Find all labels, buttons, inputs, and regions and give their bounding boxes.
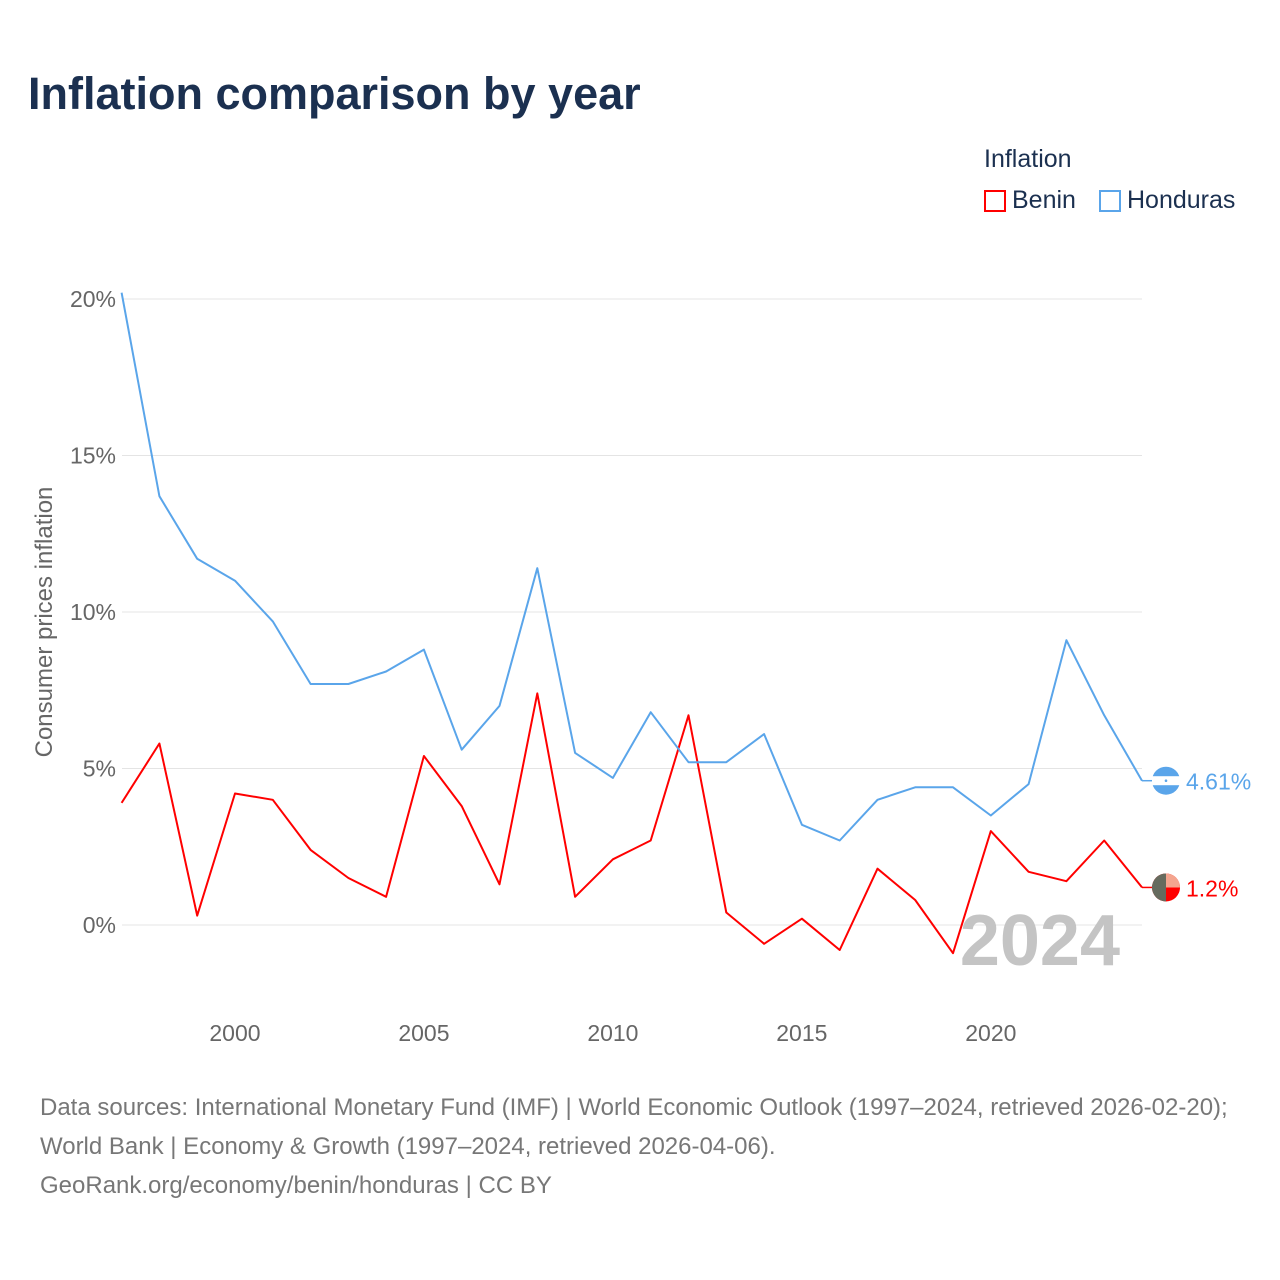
data-point-honduras bbox=[382, 667, 390, 675]
data-point-honduras bbox=[307, 680, 315, 688]
data-point-honduras bbox=[987, 811, 995, 819]
data-point-benin bbox=[155, 739, 163, 747]
series-line-honduras bbox=[120, 292, 1143, 842]
data-point-benin bbox=[420, 752, 428, 760]
data-point-benin bbox=[873, 865, 881, 873]
data-point-honduras bbox=[1025, 780, 1033, 788]
end-label-benin: 1.2% bbox=[1186, 875, 1238, 901]
data-point-benin bbox=[949, 949, 957, 957]
legend-title: Inflation bbox=[984, 145, 1072, 173]
data-point-honduras bbox=[798, 821, 806, 829]
data-point-benin bbox=[344, 874, 352, 882]
x-tick-label: 2015 bbox=[776, 1020, 827, 1046]
data-point-honduras bbox=[458, 746, 466, 754]
data-point-honduras bbox=[496, 702, 504, 710]
data-point-honduras bbox=[571, 749, 579, 757]
data-point-benin bbox=[307, 846, 315, 854]
legend-label-honduras: Honduras bbox=[1127, 186, 1236, 214]
data-point-honduras bbox=[684, 758, 692, 766]
data-point-benin bbox=[382, 893, 390, 901]
data-point-benin bbox=[911, 896, 919, 904]
y-axis-label: Consumer prices inflation bbox=[31, 487, 58, 758]
legend-swatch-honduras bbox=[1099, 189, 1121, 212]
legend-label-benin: Benin bbox=[1012, 186, 1076, 214]
data-point-benin bbox=[609, 855, 617, 863]
data-point-honduras bbox=[873, 796, 881, 804]
data-point-honduras bbox=[155, 492, 163, 500]
y-tick-label: 0% bbox=[83, 912, 116, 938]
data-point-benin bbox=[533, 689, 541, 697]
data-point-benin bbox=[118, 799, 126, 807]
x-tick-label: 2020 bbox=[965, 1020, 1016, 1046]
data-point-honduras bbox=[118, 289, 126, 297]
y-tick-label: 20% bbox=[70, 286, 116, 312]
data-point-honduras bbox=[420, 646, 428, 654]
data-point-benin bbox=[269, 796, 277, 804]
data-point-benin bbox=[684, 711, 692, 719]
data-point-honduras bbox=[836, 836, 844, 844]
data-point-honduras bbox=[722, 758, 730, 766]
legend-swatch-benin bbox=[984, 189, 1006, 212]
x-tick-label: 2000 bbox=[209, 1020, 260, 1046]
data-point-honduras bbox=[269, 617, 277, 625]
data-sources: Data sources: International Monetary Fun… bbox=[40, 1088, 1250, 1205]
data-point-benin bbox=[760, 940, 768, 948]
legend-item-honduras[interactable]: Honduras bbox=[1099, 186, 1235, 215]
data-point-benin bbox=[987, 827, 995, 835]
benin-flag-green bbox=[1152, 873, 1166, 902]
legend-item-benin[interactable]: Benin bbox=[984, 186, 1076, 215]
sources-text: Data sources: International Monetary Fun… bbox=[40, 1094, 1228, 1160]
y-tick-label: 5% bbox=[83, 756, 116, 782]
year-label: 2024 bbox=[960, 901, 1120, 981]
data-point-honduras bbox=[193, 555, 201, 563]
data-point-honduras bbox=[647, 708, 655, 716]
data-point-benin bbox=[1100, 836, 1108, 844]
data-point-benin bbox=[193, 912, 201, 920]
chart-title: Inflation comparison by year bbox=[28, 68, 641, 119]
data-point-benin bbox=[798, 915, 806, 923]
benin-flag-yellow bbox=[1166, 873, 1181, 888]
x-tick-label: 2010 bbox=[587, 1020, 638, 1046]
x-tick-label: 2005 bbox=[398, 1020, 449, 1046]
data-point-benin bbox=[722, 908, 730, 916]
data-point-honduras bbox=[533, 564, 541, 572]
data-point-honduras bbox=[949, 783, 957, 791]
y-tick-label: 10% bbox=[70, 599, 116, 625]
data-point-benin bbox=[231, 790, 239, 798]
data-point-benin bbox=[571, 893, 579, 901]
data-point-honduras bbox=[760, 730, 768, 738]
data-point-honduras bbox=[231, 577, 239, 585]
data-point-honduras bbox=[609, 774, 617, 782]
data-point-honduras bbox=[911, 783, 919, 791]
end-label-honduras: 4.61% bbox=[1186, 769, 1251, 795]
data-point-honduras bbox=[344, 680, 352, 688]
data-point-benin bbox=[1062, 877, 1070, 885]
y-tick-label: 15% bbox=[70, 443, 116, 469]
data-point-benin bbox=[458, 802, 466, 810]
data-point-honduras bbox=[1062, 636, 1070, 644]
sources-link[interactable]: GeoRank.org/economy/benin/honduras | CC … bbox=[40, 1172, 552, 1199]
data-point-benin bbox=[1025, 868, 1033, 876]
data-point-honduras bbox=[1100, 711, 1108, 719]
data-point-benin bbox=[496, 880, 504, 888]
data-point-benin bbox=[836, 946, 844, 954]
series-line-benin bbox=[120, 692, 1143, 955]
honduras-flag-star bbox=[1164, 779, 1168, 783]
data-point-benin bbox=[647, 836, 655, 844]
